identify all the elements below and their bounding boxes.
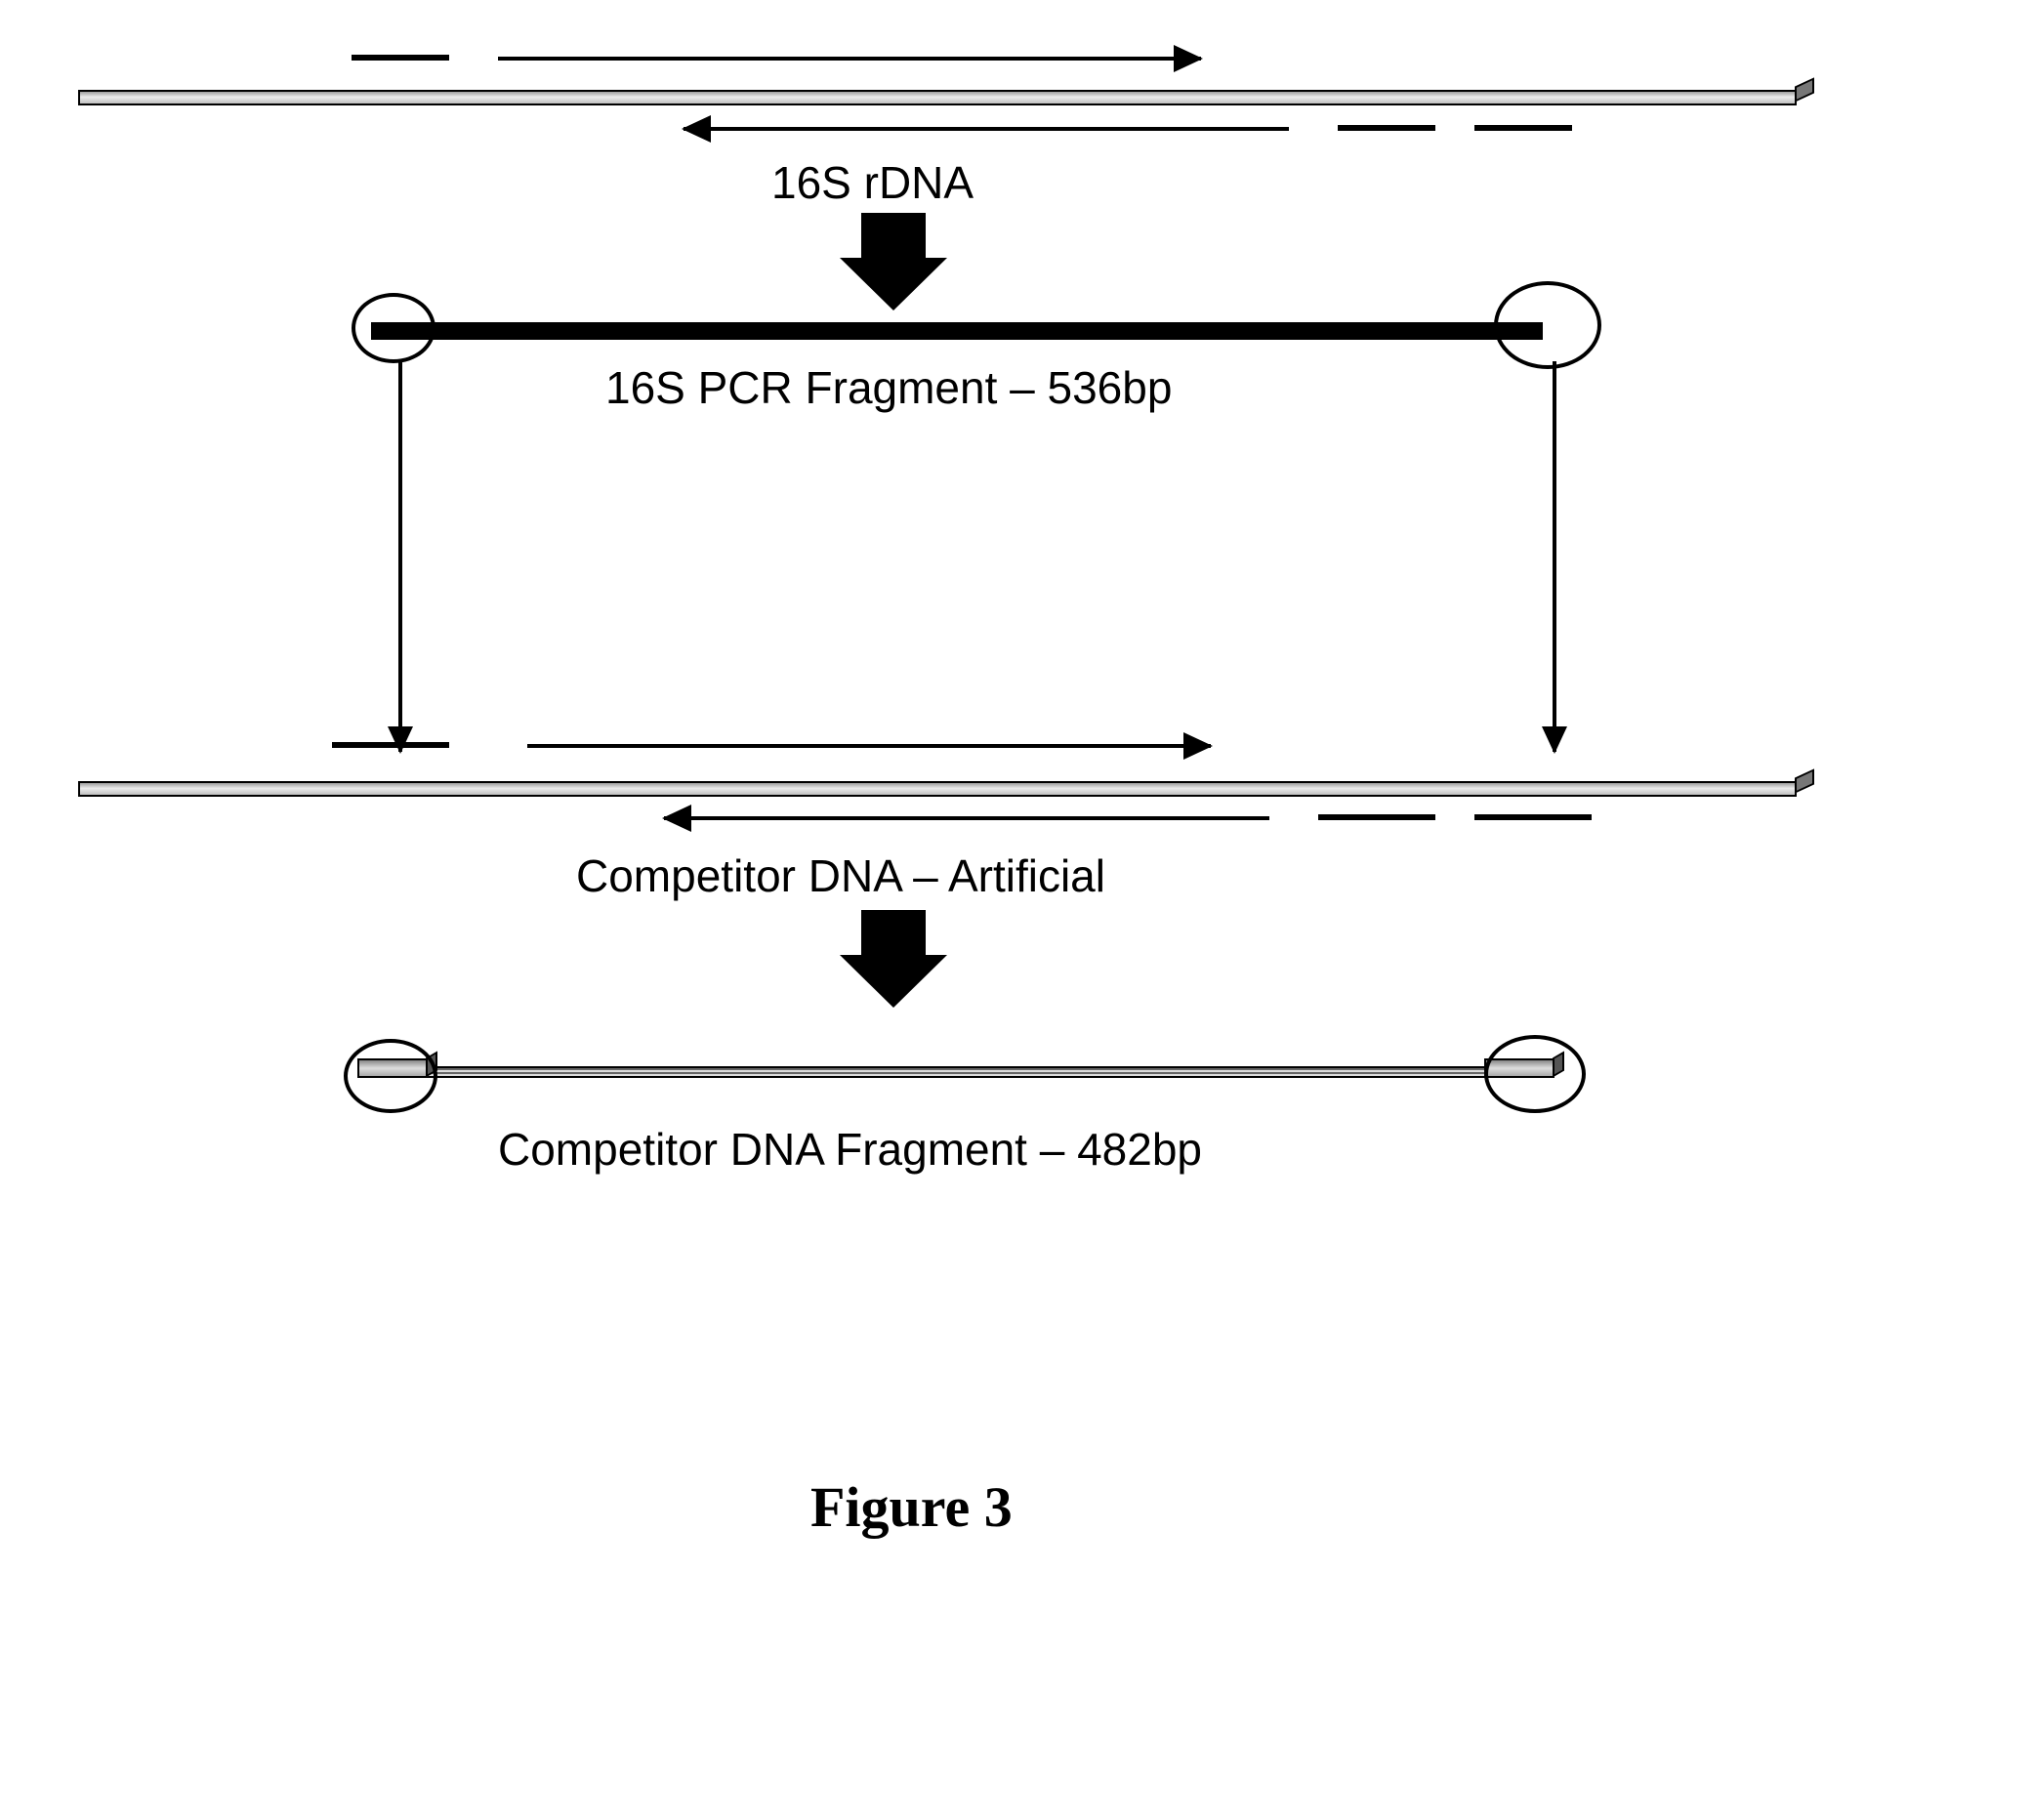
label-pcr-fragment: 16S PCR Fragment – 536bp (605, 361, 1172, 414)
pcr-fragment-bar (371, 322, 1543, 340)
process-arrow-1 (840, 213, 947, 310)
diagram-canvas: 16S rDNA 16S PCR Fragment – 536bp Compet… (0, 0, 2031, 1820)
primer-tick (332, 742, 449, 748)
primer-site-circle (352, 293, 435, 363)
primer-tick (1474, 125, 1572, 131)
figure-caption: Figure 3 (810, 1474, 1013, 1540)
competitor-fragment-bar (371, 1066, 1543, 1078)
process-arrow-2 (840, 910, 947, 1008)
forward-primer-arrow-mid (527, 744, 1211, 748)
dna-template-competitor (78, 781, 1797, 797)
reverse-primer-arrow-mid (664, 816, 1269, 820)
primer-tick (352, 55, 449, 61)
primer-site-circle (1484, 1035, 1586, 1113)
mapping-arrow-left (398, 361, 402, 752)
label-16s-rdna: 16S rDNA (771, 156, 974, 209)
primer-tick (1338, 125, 1435, 131)
primer-site-circle (344, 1039, 437, 1113)
label-competitor-template: Competitor DNA – Artificial (576, 849, 1105, 902)
dna-template-top (78, 90, 1797, 105)
mapping-arrow-right (1553, 361, 1556, 752)
primer-tick (1474, 814, 1592, 820)
primer-site-circle (1494, 281, 1601, 369)
primer-tick (1318, 814, 1435, 820)
forward-primer-arrow-top (498, 57, 1201, 61)
reverse-primer-arrow-top (684, 127, 1289, 131)
label-competitor-fragment: Competitor DNA Fragment – 482bp (498, 1123, 1202, 1176)
